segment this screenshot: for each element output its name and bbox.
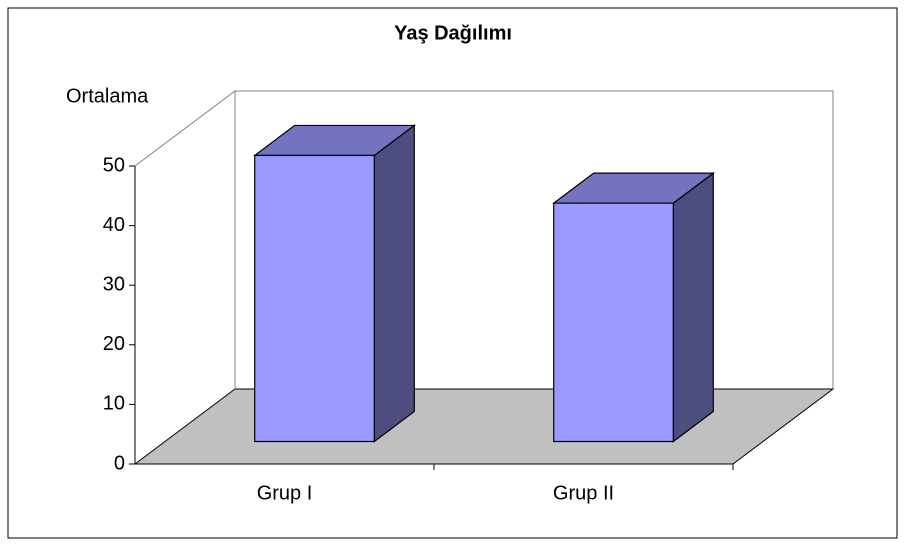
bar-side bbox=[672, 171, 714, 443]
y-tick-label: 20 bbox=[103, 333, 125, 355]
floor bbox=[133, 388, 835, 465]
back-wall bbox=[234, 90, 834, 389]
side-wall-edge bbox=[134, 90, 236, 167]
y-tick-label: 10 bbox=[103, 393, 125, 415]
y-tick-label: 30 bbox=[103, 273, 125, 295]
y-tick-label: 0 bbox=[114, 452, 125, 474]
y-axis-label: Ortalama bbox=[66, 85, 149, 107]
bar-side bbox=[373, 124, 415, 443]
y-tick-label: 50 bbox=[103, 154, 125, 176]
x-tick-label: Grup II bbox=[553, 482, 614, 504]
y-tick-label: 40 bbox=[103, 214, 125, 236]
bar bbox=[254, 154, 375, 443]
x-tick-label: Grup I bbox=[257, 482, 313, 504]
bar bbox=[553, 202, 674, 443]
chart-title: Yaş Dağılımı bbox=[394, 22, 512, 44]
